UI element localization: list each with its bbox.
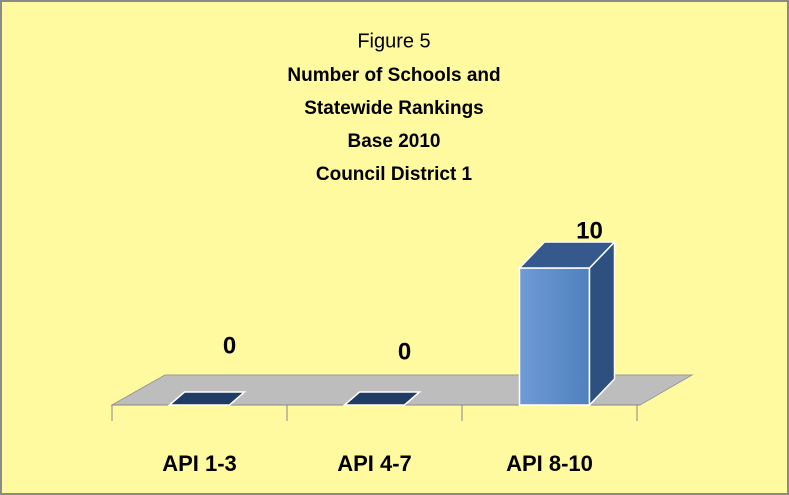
data-label: 0 xyxy=(398,338,411,365)
bar xyxy=(517,240,617,407)
bar-top xyxy=(167,391,247,406)
bar-side xyxy=(588,240,616,407)
bar xyxy=(167,391,247,406)
x-tick-label: API 8-10 xyxy=(506,451,593,476)
x-tick-label: API 4-7 xyxy=(337,451,412,476)
data-label: 0 xyxy=(223,332,236,359)
chart-title: Figure 5 xyxy=(357,30,430,52)
chart-subtitle: Statewide Rankings xyxy=(304,98,484,119)
chart-subtitle: Council District 1 xyxy=(316,164,473,185)
bar-front xyxy=(518,267,591,406)
chart-subtitle: Base 2010 xyxy=(348,131,441,152)
bar-top xyxy=(342,391,422,406)
x-tick-label: API 1-3 xyxy=(162,451,237,476)
data-label: 10 xyxy=(576,217,603,244)
chart-subtitle: Number of Schools and xyxy=(287,65,500,86)
bar xyxy=(342,391,422,406)
bar-top xyxy=(517,241,617,269)
